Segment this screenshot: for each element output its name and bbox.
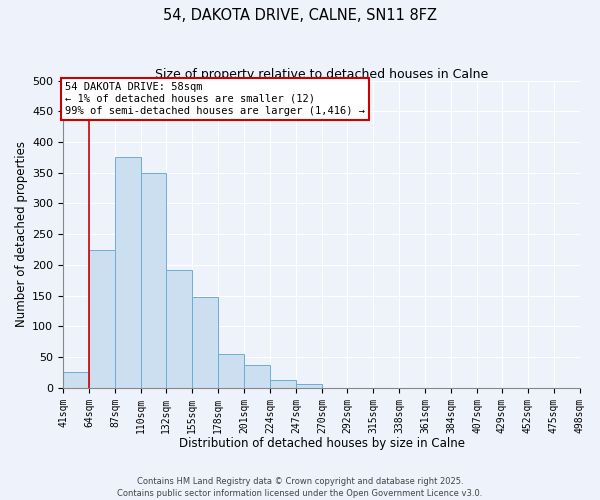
Text: 54 DAKOTA DRIVE: 58sqm
← 1% of detached houses are smaller (12)
99% of semi-deta: 54 DAKOTA DRIVE: 58sqm ← 1% of detached …	[65, 82, 365, 116]
X-axis label: Distribution of detached houses by size in Calne: Distribution of detached houses by size …	[179, 437, 464, 450]
Bar	[141, 172, 166, 388]
Bar	[218, 354, 244, 388]
Text: Contains HM Land Registry data © Crown copyright and database right 2025.
Contai: Contains HM Land Registry data © Crown c…	[118, 476, 482, 498]
Bar	[192, 298, 218, 388]
Bar	[296, 384, 322, 388]
Y-axis label: Number of detached properties: Number of detached properties	[15, 141, 28, 327]
Bar	[166, 270, 192, 388]
Text: 54, DAKOTA DRIVE, CALNE, SN11 8FZ: 54, DAKOTA DRIVE, CALNE, SN11 8FZ	[163, 8, 437, 22]
Bar	[115, 158, 141, 388]
Bar	[270, 380, 296, 388]
Title: Size of property relative to detached houses in Calne: Size of property relative to detached ho…	[155, 68, 488, 80]
Bar	[89, 250, 115, 388]
Bar	[63, 372, 89, 388]
Bar	[244, 364, 270, 388]
